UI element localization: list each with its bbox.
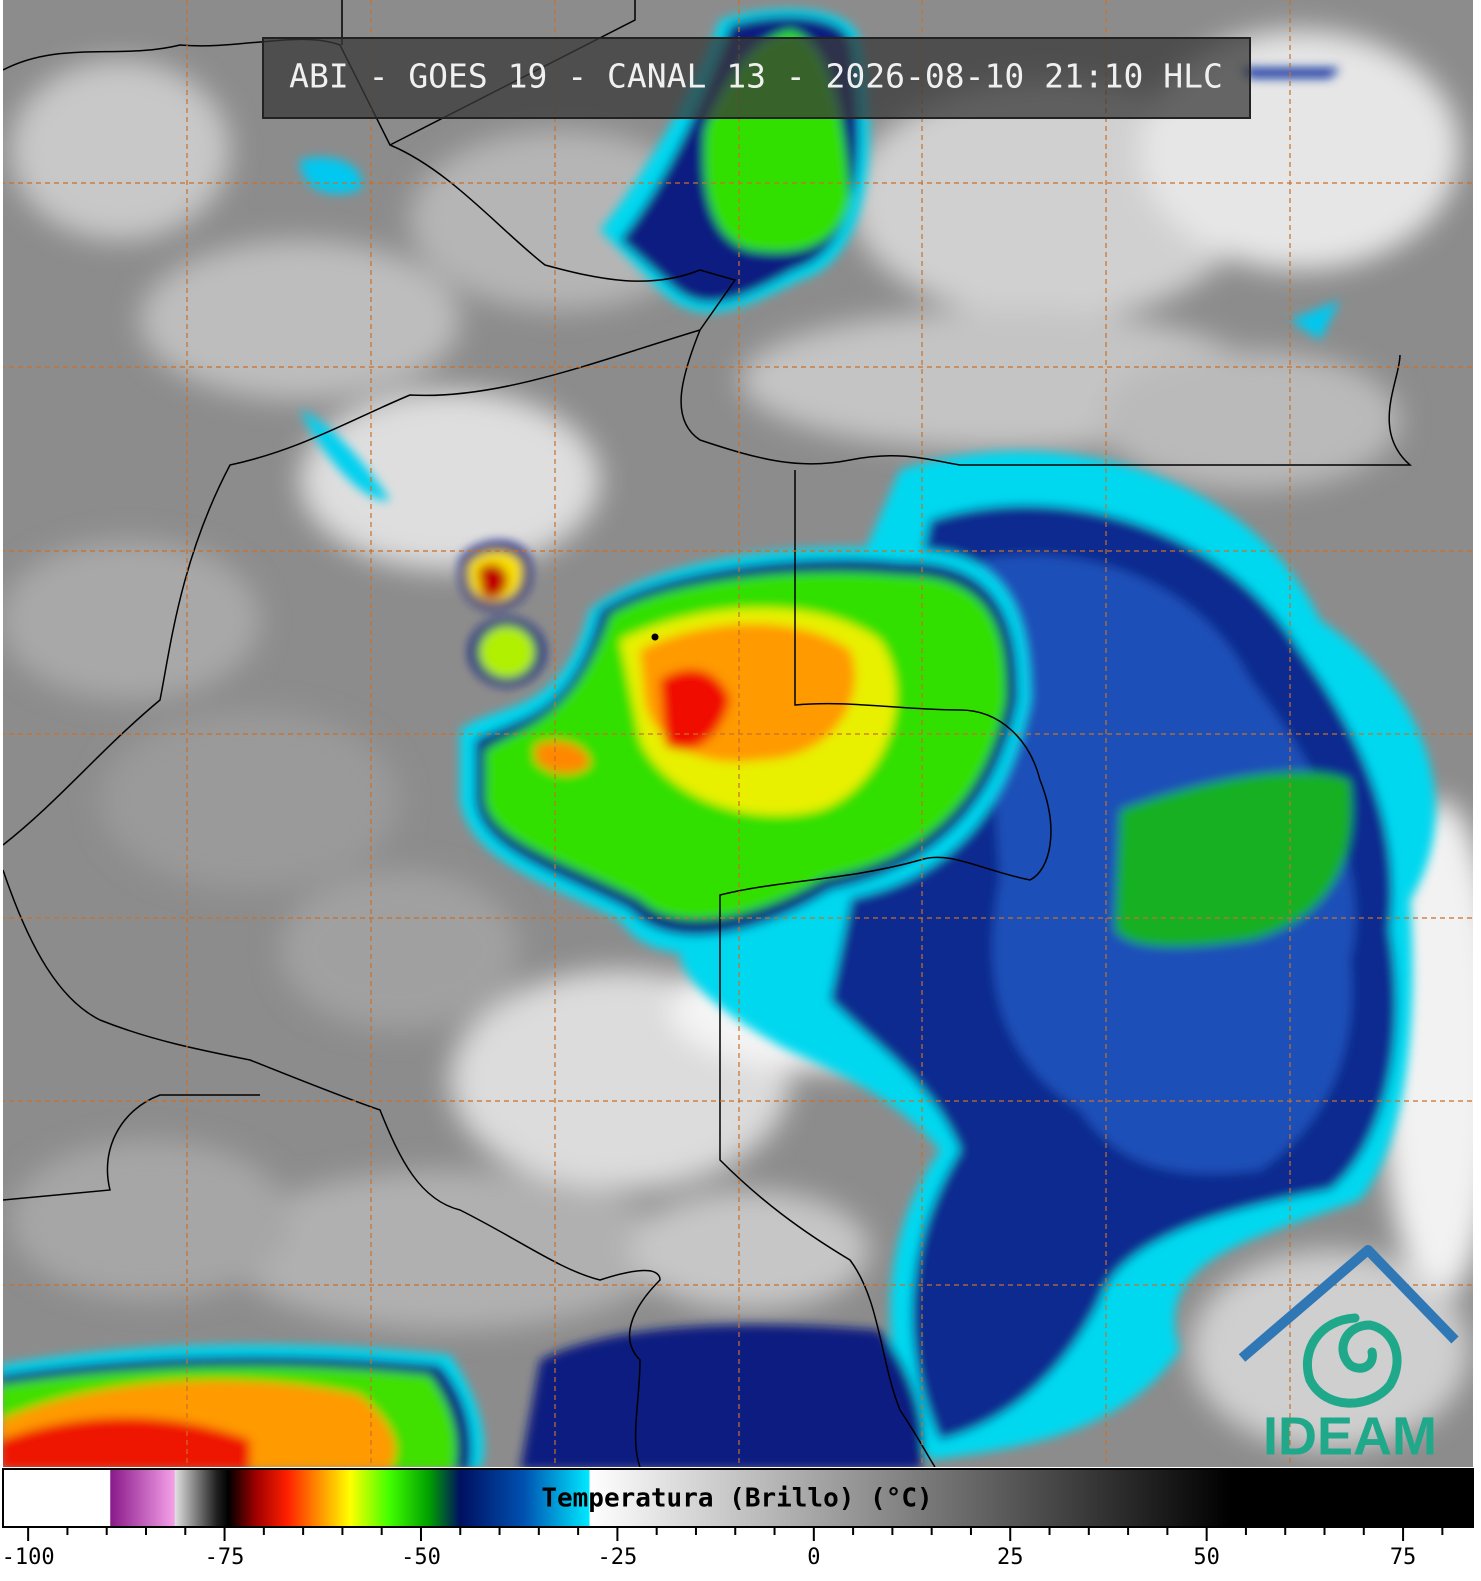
title-box	[262, 37, 1251, 119]
graticule	[3, 0, 1473, 1467]
borders	[3, 0, 1412, 1467]
tick-label: -100	[2, 1545, 55, 1570]
tick-label: 50	[1193, 1545, 1220, 1570]
map	[3, 0, 1473, 1467]
colorbar-ramp	[2, 1468, 1474, 1528]
tick-label: -25	[598, 1545, 638, 1570]
storm-cells	[3, 8, 1436, 1467]
tick-label: -50	[401, 1545, 441, 1570]
logo-text: IDEAM	[1263, 1406, 1437, 1466]
tick-label: 75	[1390, 1545, 1417, 1570]
logo: IDEAM	[1238, 1245, 1459, 1466]
city-marker	[651, 633, 659, 641]
title: ABI - GOES 19 - CANAL 13 - 2026-08-10 21…	[289, 57, 1223, 96]
colorbar: Temperatura (Brillo) (°C) -100 -75 -50 -25 0…	[2, 1468, 1474, 1570]
tick-label: 25	[997, 1545, 1024, 1570]
tick-label: 0	[807, 1545, 820, 1570]
colorbar-label: Temperatura (Brillo) (°C)	[541, 1484, 932, 1514]
tick-label: -75	[205, 1545, 245, 1570]
